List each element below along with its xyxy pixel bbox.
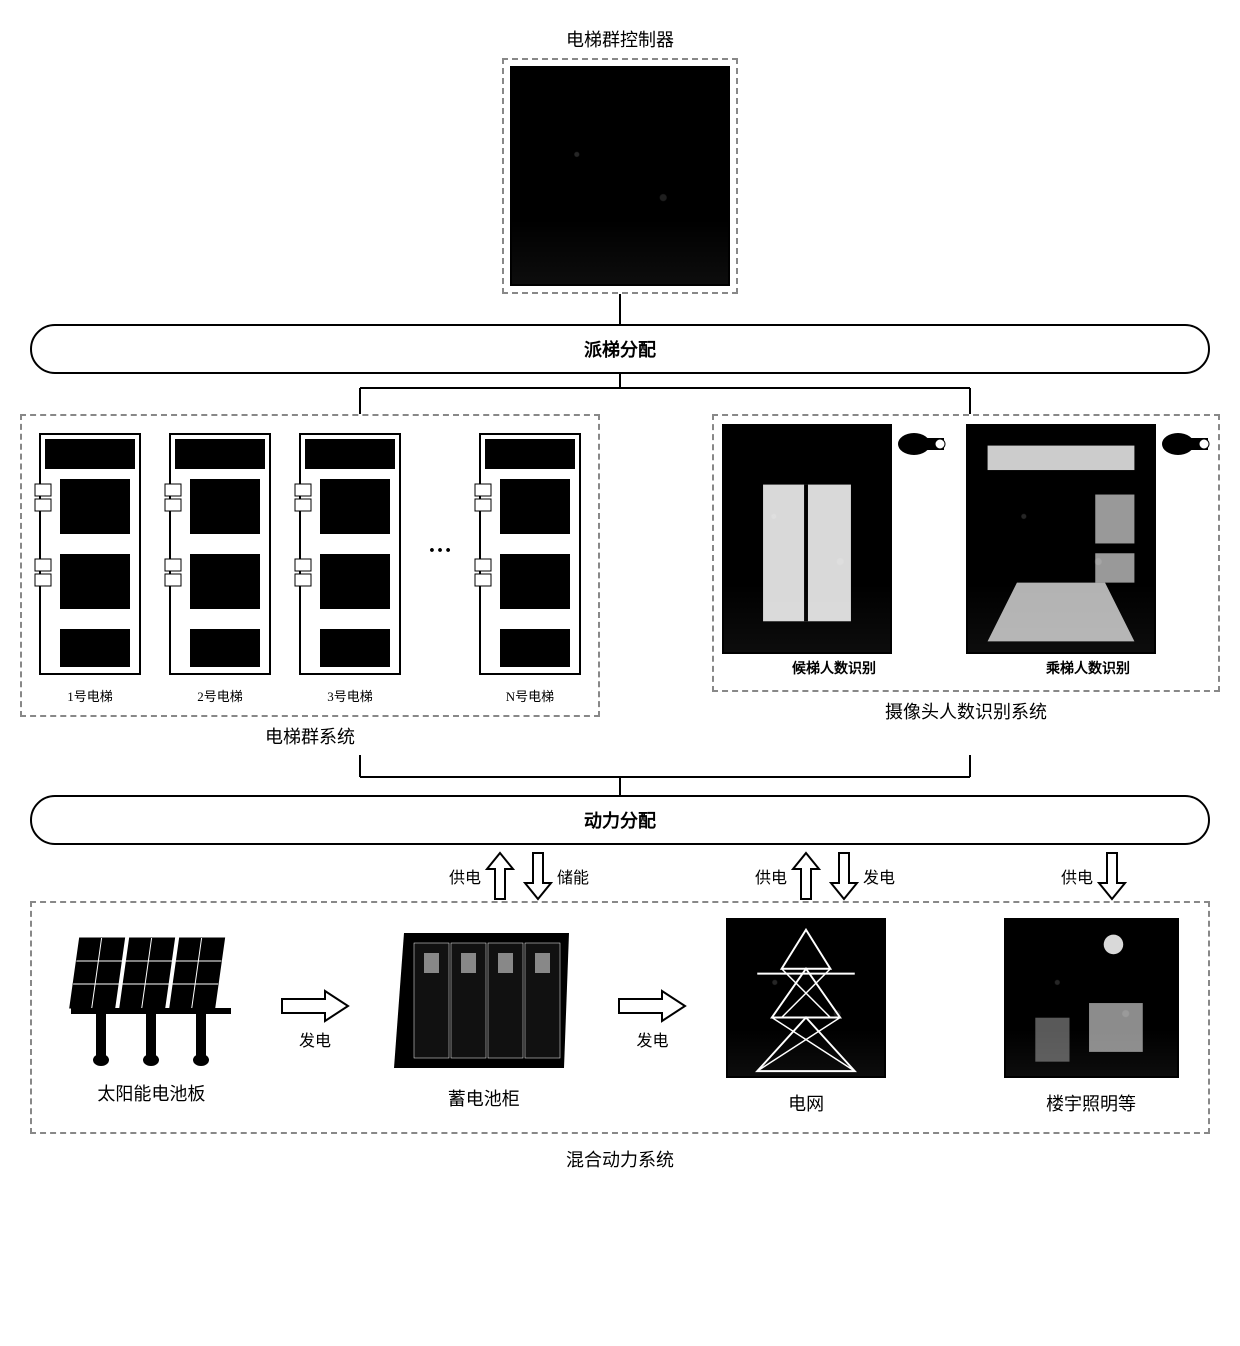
elevator-1: 1号电梯 (30, 424, 150, 707)
hybrid-system-label: 混合动力系统 (566, 1146, 674, 1172)
arrow-right-icon (280, 989, 350, 1023)
camera-system-label: 摄像头人数识别系统 (885, 698, 1047, 724)
power-pill: 动力分配 (30, 795, 1210, 845)
building-unit: 楼宇照明等 (1004, 918, 1179, 1122)
building-arrows: 供电 (1061, 851, 1127, 901)
generate-label: 发电 (863, 864, 895, 888)
arrow-down-icon (1097, 851, 1127, 901)
arrow-right-icon (617, 989, 687, 1023)
supply-label: 供电 (755, 864, 787, 888)
building-label: 楼宇照明等 (1046, 1090, 1136, 1116)
grid-label: 电网 (788, 1090, 824, 1116)
arrow-solar-battery: 发电 (280, 989, 350, 1051)
camera-column: 候梯人数识别 (712, 414, 1220, 730)
controller-group (502, 58, 738, 294)
arrow-up-icon (485, 851, 515, 901)
elevator-label: 3号电梯 (327, 686, 373, 705)
middle-row: 1号电梯 2号电梯 (20, 414, 1220, 755)
elevator-2: 2号电梯 (160, 424, 280, 707)
supply-label: 供电 (449, 864, 481, 888)
controller-label: 电梯群控制器 (566, 26, 674, 52)
riding-recognition: 乘梯人数识别 (966, 424, 1210, 682)
arrow-up-icon (791, 851, 821, 901)
dispatch-connectors (30, 374, 1210, 414)
power-arrow-row: 供电 储能 供电 (30, 845, 1210, 901)
elevator-icon (30, 424, 150, 684)
elevator-system-label: 电梯群系统 (265, 723, 355, 749)
solar-icon (61, 928, 241, 1068)
diagram-root: 电梯群控制器 派梯分配 (20, 20, 1220, 1178)
elevator-n: N号电梯 (470, 424, 590, 707)
camera-icon (896, 424, 946, 464)
grid-image (726, 918, 886, 1078)
camera-group: 候梯人数识别 (712, 414, 1220, 692)
building-image (1004, 918, 1179, 1078)
riding-label: 乘梯人数识别 (1046, 658, 1130, 678)
solar-unit: 太阳能电池板 (61, 928, 241, 1112)
battery-arrows: 供电 储能 (449, 851, 589, 901)
camera-icon (1160, 424, 1210, 464)
connector (619, 294, 621, 324)
arrow-down-icon (523, 851, 553, 901)
store-label: 储能 (557, 864, 589, 888)
riding-image (966, 424, 1156, 654)
dispatch-pill: 派梯分配 (30, 324, 1210, 374)
battery-icon (389, 923, 579, 1073)
waiting-recognition: 候梯人数识别 (722, 424, 946, 682)
elevator-label: 2号电梯 (197, 686, 243, 705)
elevator-icon (290, 424, 410, 684)
grid-unit: 电网 (726, 918, 886, 1122)
generate-label: 发电 (299, 1027, 331, 1051)
waiting-label: 候梯人数识别 (792, 658, 876, 678)
elevator-icon (470, 424, 590, 684)
arrow-down-icon (829, 851, 859, 901)
elevator-label: 1号电梯 (67, 686, 113, 705)
grid-arrows: 供电 发电 (755, 851, 895, 901)
controller-image (510, 66, 730, 286)
elevator-label: N号电梯 (506, 686, 554, 705)
arrow-battery-grid: 发电 (617, 989, 687, 1051)
elevator-column: 1号电梯 2号电梯 (20, 414, 600, 755)
elevator-3: 3号电梯 (290, 424, 410, 707)
elevator-icon (160, 424, 280, 684)
battery-label: 蓄电池柜 (448, 1085, 520, 1111)
ellipsis: … (420, 532, 460, 599)
waiting-image (722, 424, 892, 654)
elevator-group: 1号电梯 2号电梯 (20, 414, 600, 717)
power-connectors (30, 755, 1210, 795)
battery-unit: 蓄电池柜 (389, 923, 579, 1117)
solar-label: 太阳能电池板 (97, 1080, 205, 1106)
supply-label: 供电 (1061, 864, 1093, 888)
hybrid-system-group: 太阳能电池板 发电 蓄电池柜 (30, 901, 1210, 1134)
generate-label: 发电 (636, 1027, 668, 1051)
